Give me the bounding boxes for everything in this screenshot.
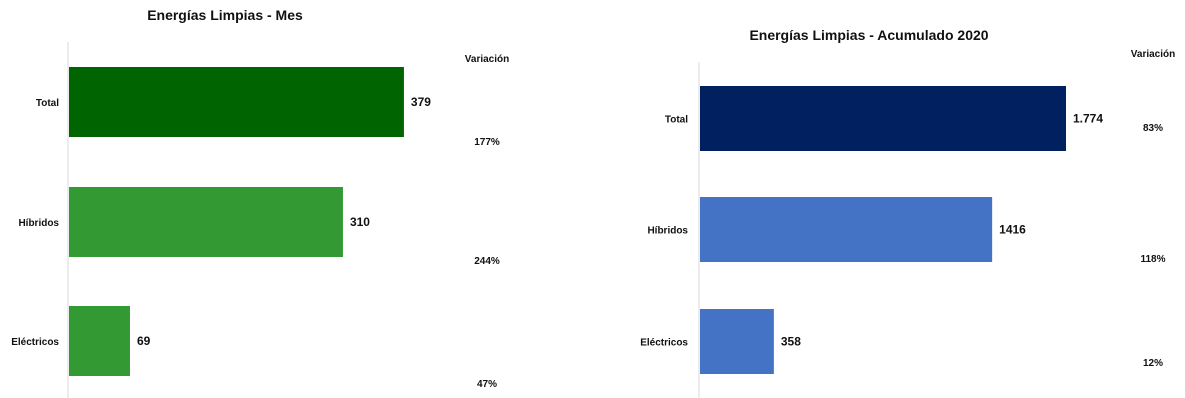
bar-electricos [69, 306, 130, 376]
bar-hibridos [700, 197, 993, 262]
variation-label-hibridos: 244% [474, 256, 500, 267]
value-label-total: 1.774 [1073, 112, 1103, 126]
bar-total [700, 86, 1067, 151]
bar-electricos [700, 309, 774, 374]
category-label-total: Total [36, 98, 59, 109]
bar-total [69, 67, 404, 137]
variation-label-electricos: 12% [1143, 358, 1163, 369]
value-label-total: 379 [411, 95, 431, 109]
category-label-hibridos: Híbridos [647, 226, 688, 237]
value-label-electricos: 69 [137, 334, 151, 348]
value-label-hibridos: 310 [350, 215, 370, 229]
variation-label-electricos: 47% [477, 379, 497, 390]
category-label-total: Total [665, 115, 688, 126]
chart-energias-mes: Energías Limpias - Mes Variación Total 379 1… [11, 7, 509, 398]
category-label-hibridos: Híbridos [18, 218, 59, 229]
chart-title: Energías Limpias - Acumulado 2020 [749, 27, 988, 43]
bar-hibridos [69, 187, 343, 257]
variation-label-hibridos: 118% [1140, 254, 1165, 265]
chart-energias-acumulado: Energías Limpias - Acumulado 2020 Variaci… [640, 27, 1175, 398]
variation-label-total: 177% [474, 137, 500, 148]
value-label-hibridos: 1416 [999, 223, 1026, 237]
chart-title: Energías Limpias - Mes [147, 7, 303, 23]
variation-header: Variación [1131, 49, 1175, 60]
variation-label-total: 83% [1143, 123, 1163, 134]
value-label-electricos: 358 [781, 335, 801, 349]
category-label-electricos: Eléctricos [11, 337, 59, 348]
variation-header: Variación [465, 54, 509, 65]
category-label-electricos: Eléctricos [640, 338, 688, 349]
